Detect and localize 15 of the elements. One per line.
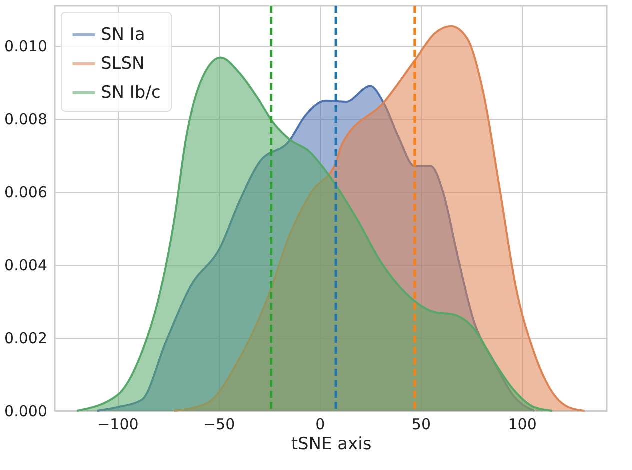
legend-label: SN Ib/c [101, 83, 161, 103]
x-tick-label: 100 [508, 416, 537, 434]
y-tick-label: 0.004 [4, 256, 48, 275]
y-tick-label: 0.006 [4, 184, 48, 202]
legend-label: SLSN [101, 54, 145, 74]
legend-label: SN Ia [101, 25, 146, 45]
x-tick-label: −50 [203, 416, 236, 434]
x-tick-label: 50 [412, 416, 432, 434]
y-tick-label: 0.010 [4, 38, 48, 56]
y-tick-label: 0.000 [4, 402, 48, 420]
y-tick-label: 0.002 [4, 330, 48, 348]
y-tick-label: 0.008 [4, 110, 48, 129]
x-axis-title: tSNE axis [291, 434, 372, 454]
x-tick-label: −100 [98, 416, 139, 434]
x-tick-label: 0 [316, 416, 326, 434]
